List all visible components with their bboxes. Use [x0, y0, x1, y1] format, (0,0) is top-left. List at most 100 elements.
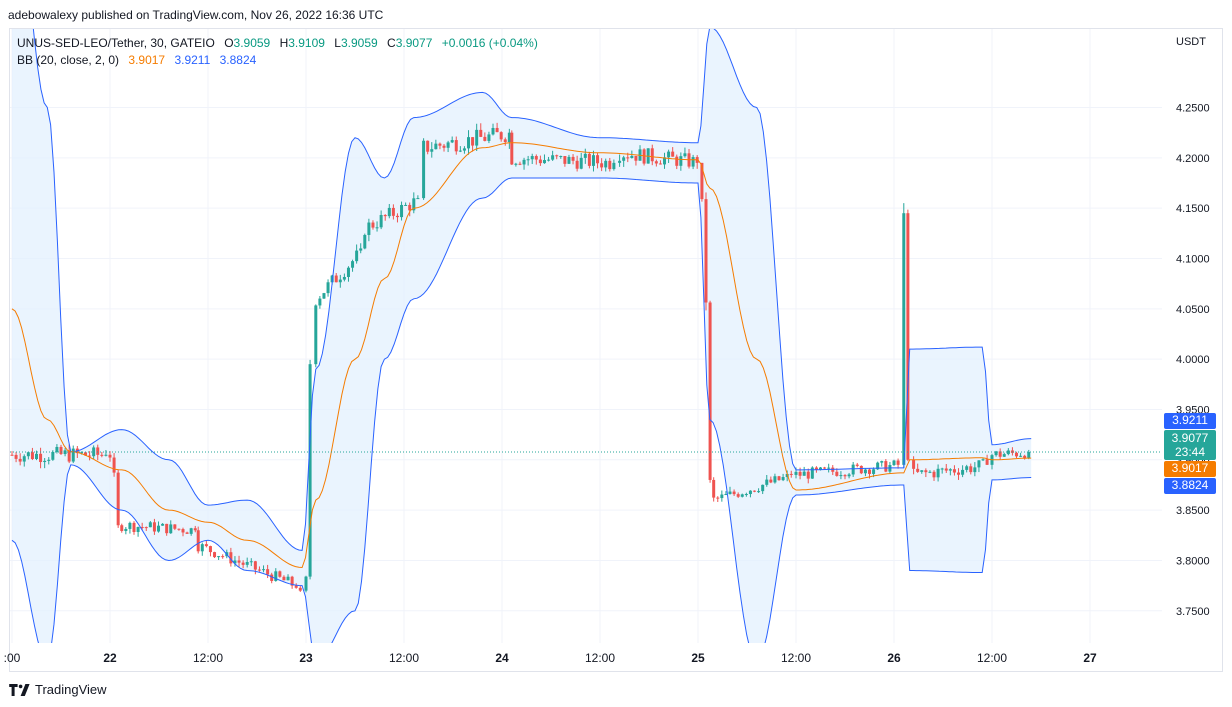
candle-body — [294, 585, 298, 588]
candle-body — [507, 132, 511, 143]
candle-body — [375, 227, 379, 229]
candle-body — [338, 279, 342, 283]
lower-band-price-tag: 3.8824 — [1164, 478, 1216, 494]
candle-body — [262, 569, 266, 571]
candle-body — [193, 528, 197, 531]
candle-body — [487, 134, 491, 141]
candle-body — [630, 155, 634, 158]
candle-body — [530, 156, 534, 160]
candle-body — [124, 528, 128, 531]
candle-body — [467, 137, 471, 149]
candle-body — [426, 140, 430, 152]
candle-body — [622, 157, 626, 161]
time-axis[interactable]: :00 22 12:00 23 12:00 24 12:00 25 12:00 26 12:00 27 — [4, 651, 1097, 665]
chart-legend: UNUS-SED-LEO/Tether, 30, GATEIO O3.9059 … — [17, 35, 538, 69]
basis-line — [11, 142, 1032, 569]
candle-body — [412, 198, 416, 211]
candle-body — [781, 477, 785, 481]
candle-body — [859, 465, 863, 474]
price-axis[interactable]: 4.25004.20004.15004.10004.05004.00003.95… — [1176, 103, 1210, 618]
candle-body — [189, 528, 193, 534]
candle-body — [583, 153, 587, 158]
candle-body — [367, 222, 371, 235]
candle-body — [671, 151, 675, 157]
symbol-title[interactable]: UNUS-SED-LEO/Tether, 30, GATEIO — [17, 36, 215, 50]
candle-body — [483, 136, 487, 141]
candle-body — [814, 467, 818, 470]
candle-body — [728, 491, 732, 495]
candle-body — [981, 459, 985, 461]
candle-body — [765, 479, 769, 485]
candle-body — [732, 491, 736, 495]
low-label: L — [334, 36, 341, 50]
publisher-line: adebowalexy published on TradingView.com… — [8, 8, 384, 22]
candle-body — [92, 447, 96, 457]
candle-body — [278, 571, 282, 577]
candle-body — [136, 527, 140, 532]
candle-body — [892, 460, 896, 466]
candle-body — [148, 522, 152, 528]
candle-body — [475, 129, 479, 146]
candle-body — [819, 467, 822, 470]
candle-body — [161, 523, 165, 526]
candle-body — [551, 155, 555, 160]
candle-body — [753, 490, 757, 492]
candle-body — [359, 248, 363, 251]
candle-body — [538, 159, 542, 164]
candle-body — [204, 544, 208, 547]
candle-body — [912, 459, 916, 469]
x-tick-label: 12:00 — [977, 651, 1007, 665]
candle-body — [650, 148, 654, 162]
bb-title[interactable]: BB (20, close, 2, 0) — [17, 53, 120, 67]
tradingview-brand[interactable]: TradingView — [9, 682, 107, 697]
candle-body — [902, 213, 906, 465]
candle-body — [286, 576, 290, 581]
candle-body — [855, 464, 859, 466]
basis-price-tag: 3.9017 — [1164, 461, 1216, 477]
candle-body — [35, 453, 38, 460]
candle-body — [522, 159, 526, 165]
candle-body — [430, 149, 434, 152]
candle-body — [185, 532, 189, 534]
candle-body — [18, 458, 22, 462]
candle-body — [14, 454, 18, 459]
candle-body — [438, 143, 442, 146]
candle-body — [177, 528, 181, 530]
candle-body — [736, 494, 740, 497]
candle-body — [108, 454, 112, 458]
candle-body — [663, 157, 667, 165]
candle-body — [1023, 455, 1027, 459]
candle-body — [961, 469, 965, 475]
candle-body — [940, 468, 944, 470]
candle-body — [802, 471, 806, 476]
candle-body — [208, 546, 212, 553]
candle-body — [351, 261, 355, 268]
candle-body — [618, 160, 622, 163]
candle-body — [43, 460, 47, 463]
candle-body — [906, 213, 910, 460]
y-tick-label: 4.2000 — [1176, 153, 1210, 165]
candle-body — [416, 198, 420, 200]
candle-body — [510, 132, 514, 165]
symbol-legend-row: UNUS-SED-LEO/Tether, 30, GATEIO O3.9059 … — [17, 35, 538, 52]
candle-body — [847, 474, 851, 477]
low-value: 3.9059 — [340, 36, 378, 50]
open-value: 3.9059 — [233, 36, 271, 50]
candle-body — [1006, 450, 1010, 455]
candle-body — [789, 473, 793, 475]
candle-body — [395, 215, 399, 218]
candle-body — [196, 530, 200, 552]
candle-body — [157, 525, 161, 532]
bb-upper-value: 3.9211 — [174, 53, 211, 67]
candle-body — [499, 132, 503, 140]
candle-body — [379, 214, 383, 228]
bb-lower-value: 3.8824 — [219, 53, 257, 67]
candle-body — [363, 234, 367, 249]
y-tick-label: 4.2500 — [1176, 103, 1210, 115]
candle-body — [806, 471, 810, 479]
y-tick-label: 3.7500 — [1176, 606, 1210, 618]
high-value: 3.9109 — [288, 36, 325, 50]
candle-body — [526, 159, 530, 161]
candle-body — [383, 214, 387, 217]
